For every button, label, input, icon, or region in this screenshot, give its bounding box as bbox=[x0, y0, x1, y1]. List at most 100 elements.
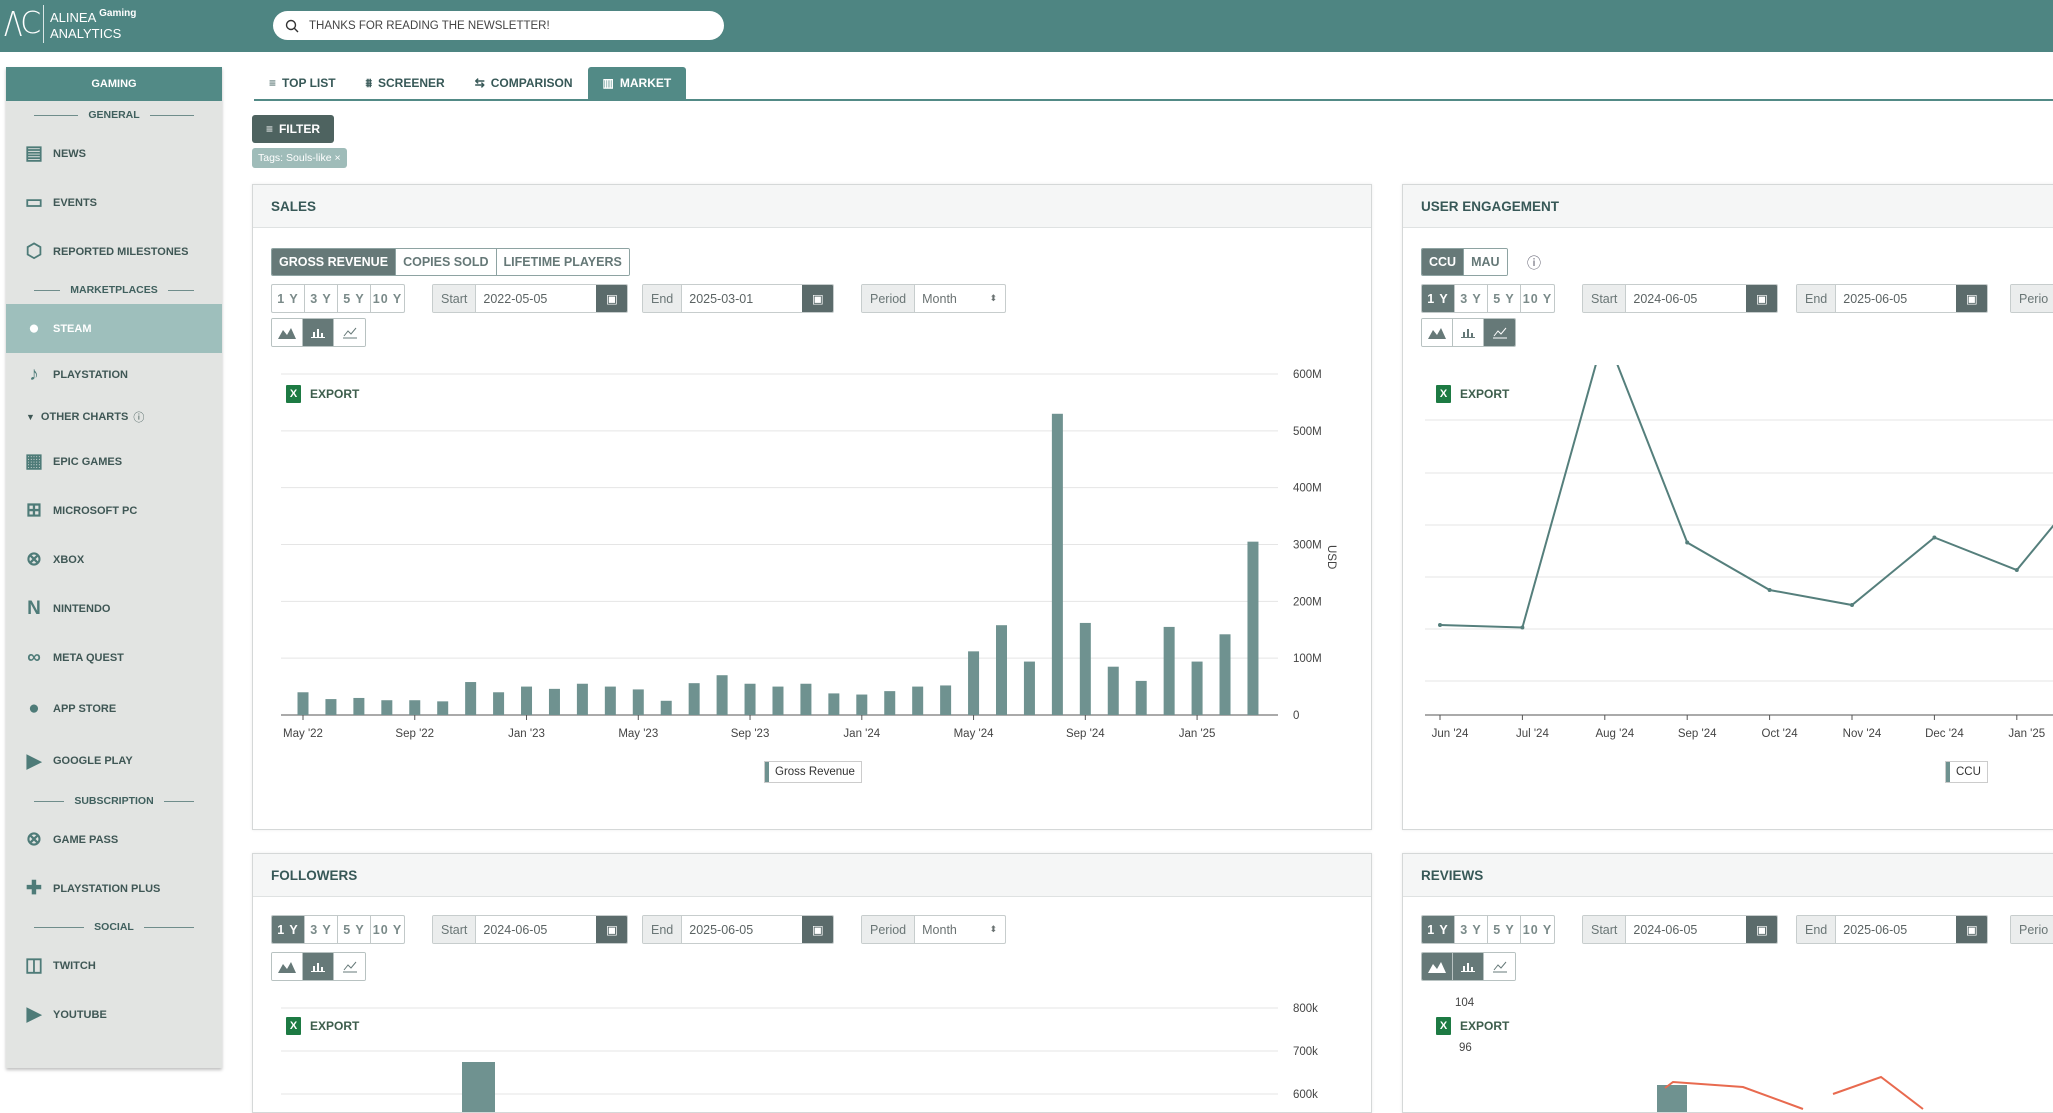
sidebar-item-microsoft[interactable]: ⊞ MICROSOFT PC bbox=[6, 486, 222, 535]
range-10y[interactable]: 10 Y bbox=[372, 922, 403, 937]
range-5y[interactable]: 5 Y bbox=[1488, 916, 1521, 943]
bar-chart-icon[interactable] bbox=[303, 953, 334, 980]
sidebar-item-googleplay[interactable]: ▶ GOOGLE PLAY bbox=[6, 735, 222, 787]
engagement-legend[interactable]: CCU bbox=[1945, 761, 1988, 783]
followers-end-date[interactable]: End 2025-06-05 ▣ bbox=[642, 915, 835, 944]
sales-start-date[interactable]: Start 2022-05-05 ▣ bbox=[432, 284, 629, 313]
data-point bbox=[1438, 623, 1442, 627]
calendar-icon[interactable]: ▣ bbox=[802, 285, 834, 312]
sales-legend[interactable]: Gross Revenue bbox=[764, 761, 862, 783]
followers-start-date[interactable]: Start 2024-06-05 ▣ bbox=[432, 915, 629, 944]
help-icon[interactable]: ⓘ bbox=[133, 412, 145, 424]
bar-chart-icon[interactable] bbox=[303, 319, 334, 346]
range-1y[interactable]: 1 Y bbox=[1422, 916, 1455, 943]
line-chart-icon[interactable] bbox=[1484, 319, 1515, 346]
bar bbox=[996, 625, 1007, 715]
y-tick-label: 600k bbox=[1293, 1089, 1318, 1101]
engagement-start-date[interactable]: Start 2024-06-05 ▣ bbox=[1582, 284, 1779, 313]
followers-period-select[interactable]: Period Month ⬍ bbox=[861, 915, 1007, 944]
tab-market[interactable]: ▥ MARKET bbox=[587, 67, 687, 99]
metric-lifetime-players[interactable]: LIFETIME PLAYERS bbox=[496, 249, 629, 275]
sidebar-item-meta[interactable]: ∞ META QUEST bbox=[6, 633, 222, 682]
bar bbox=[297, 692, 309, 715]
sidebar-other-charts[interactable]: ▼ OTHER CHARTS ⓘ bbox=[26, 411, 145, 424]
sidebar-item-youtube[interactable]: ▶ YOUTUBE bbox=[6, 990, 222, 1039]
range-5y[interactable]: 5 Y bbox=[1488, 285, 1521, 312]
calendar-icon[interactable]: ▣ bbox=[1746, 285, 1778, 312]
calendar-icon[interactable]: ▣ bbox=[802, 916, 834, 943]
area-chart-icon[interactable] bbox=[272, 319, 303, 346]
bar bbox=[884, 691, 896, 715]
area-chart-icon[interactable] bbox=[272, 953, 303, 980]
metric-copies-sold[interactable]: COPIES SOLD bbox=[396, 249, 497, 275]
line-chart-icon[interactable] bbox=[1484, 953, 1515, 980]
series-line bbox=[1664, 1075, 1924, 1110]
sidebar-item-milestones[interactable]: ⬡ REPORTED MILESTONES bbox=[6, 227, 222, 276]
y-tick-label: 0 bbox=[1293, 710, 1299, 722]
engagement-export-button[interactable]: X EXPORT bbox=[1436, 385, 1509, 403]
range-1y[interactable]: 1 Y bbox=[272, 916, 305, 943]
sales-period-select[interactable]: Period Month ⬍ bbox=[861, 284, 1007, 313]
sales-export-button[interactable]: X EXPORT bbox=[286, 385, 359, 403]
sales-chart-type bbox=[271, 318, 366, 347]
range-1y[interactable]: 1 Y bbox=[1422, 285, 1455, 312]
range-5y[interactable]: 5 Y bbox=[338, 916, 371, 943]
metric-gross-revenue[interactable]: GROSS REVENUE bbox=[272, 249, 397, 275]
line-chart-icon[interactable] bbox=[334, 953, 365, 980]
range-5y[interactable]: 5 Y bbox=[338, 285, 371, 312]
reviews-start-date[interactable]: Start 2024-06-05 ▣ bbox=[1582, 915, 1779, 944]
metric-ccu[interactable]: CCU bbox=[1422, 249, 1465, 275]
tab-top-list[interactable]: ≡ TOP LIST bbox=[269, 76, 336, 90]
sales-end-date[interactable]: End 2025-03-01 ▣ bbox=[642, 284, 835, 313]
help-icon[interactable]: ⓘ bbox=[1527, 255, 1541, 271]
range-1y[interactable]: 1 Y bbox=[272, 285, 305, 312]
engagement-end-date[interactable]: End 2025-06-05 ▣ bbox=[1796, 284, 1989, 313]
tab-screener[interactable]: ⩩ SCREENER bbox=[365, 75, 445, 91]
calendar-icon[interactable]: ▣ bbox=[1956, 916, 1988, 943]
line-chart-icon[interactable] bbox=[334, 319, 365, 346]
filter-button[interactable]: ≡ FILTER bbox=[252, 115, 334, 143]
sidebar-item-gamepass[interactable]: ⊗ GAME PASS bbox=[6, 815, 222, 864]
bar bbox=[1657, 1085, 1687, 1112]
sidebar-item-appstore[interactable]: ● APP STORE bbox=[6, 682, 222, 735]
range-10y[interactable]: 10 Y bbox=[1522, 922, 1553, 937]
range-3y[interactable]: 3 Y bbox=[305, 285, 338, 312]
range-3y[interactable]: 3 Y bbox=[1455, 285, 1488, 312]
x-tick-label: Sep '24 bbox=[1066, 728, 1105, 740]
search-input[interactable]: THANKS FOR READING THE NEWSLETTER! bbox=[273, 11, 724, 40]
sidebar-item-news[interactable]: ▤ NEWS bbox=[6, 129, 222, 178]
sidebar-item-epic[interactable]: ▦ EPIC GAMES bbox=[6, 437, 222, 486]
calendar-icon[interactable]: ▣ bbox=[596, 285, 628, 312]
bar bbox=[940, 685, 952, 715]
engagement-period-select[interactable]: Perio bbox=[2010, 284, 2053, 313]
metric-mau[interactable]: MAU bbox=[1464, 249, 1507, 275]
bar-chart-icon[interactable] bbox=[1453, 953, 1484, 980]
bar-chart-icon[interactable] bbox=[1453, 319, 1484, 346]
bar bbox=[604, 686, 616, 715]
followers-export-button[interactable]: X EXPORT bbox=[286, 1017, 359, 1035]
range-3y[interactable]: 3 Y bbox=[1455, 916, 1488, 943]
sidebar-item-xbox[interactable]: ⊗ XBOX bbox=[6, 535, 222, 584]
tag-chip[interactable]: Tags: Souls-like × bbox=[252, 148, 347, 168]
data-point bbox=[1520, 625, 1525, 630]
reviews-export-button[interactable]: X EXPORT bbox=[1436, 1017, 1509, 1035]
tab-comparison[interactable]: ⇆ COMPARISON bbox=[474, 76, 573, 90]
calendar-icon[interactable]: ▣ bbox=[1956, 285, 1988, 312]
sidebar-item-nintendo[interactable]: N NINTENDO bbox=[6, 584, 222, 633]
calendar-icon[interactable]: ▣ bbox=[1746, 916, 1778, 943]
sidebar-item-events[interactable]: ▭ EVENTS bbox=[6, 178, 222, 227]
area-chart-icon[interactable] bbox=[1422, 953, 1453, 980]
range-10y[interactable]: 10 Y bbox=[372, 291, 403, 306]
calendar-icon[interactable]: ▣ bbox=[596, 916, 628, 943]
range-10y[interactable]: 10 Y bbox=[1522, 291, 1553, 306]
sidebar-item-playstation[interactable]: ♪ PLAYSTATION bbox=[6, 353, 222, 397]
sidebar-item-psplus[interactable]: ✚ PLAYSTATION PLUS bbox=[6, 864, 222, 913]
reviews-end-date[interactable]: End 2025-06-05 ▣ bbox=[1796, 915, 1989, 944]
app-logo[interactable]: /\C ALINEA Gaming ANALYTICS bbox=[4, 5, 136, 43]
area-chart-icon[interactable] bbox=[1422, 319, 1453, 346]
range-3y[interactable]: 3 Y bbox=[305, 916, 338, 943]
reviews-period-select[interactable]: Perio bbox=[2010, 915, 2053, 944]
sidebar-item-twitch[interactable]: ◫ TWITCH bbox=[6, 941, 222, 990]
sales-panel: SALES GROSS REVENUE COPIES SOLD LIFETIME… bbox=[252, 184, 1372, 830]
sidebar-item-steam[interactable]: ● STEAM bbox=[6, 304, 222, 353]
